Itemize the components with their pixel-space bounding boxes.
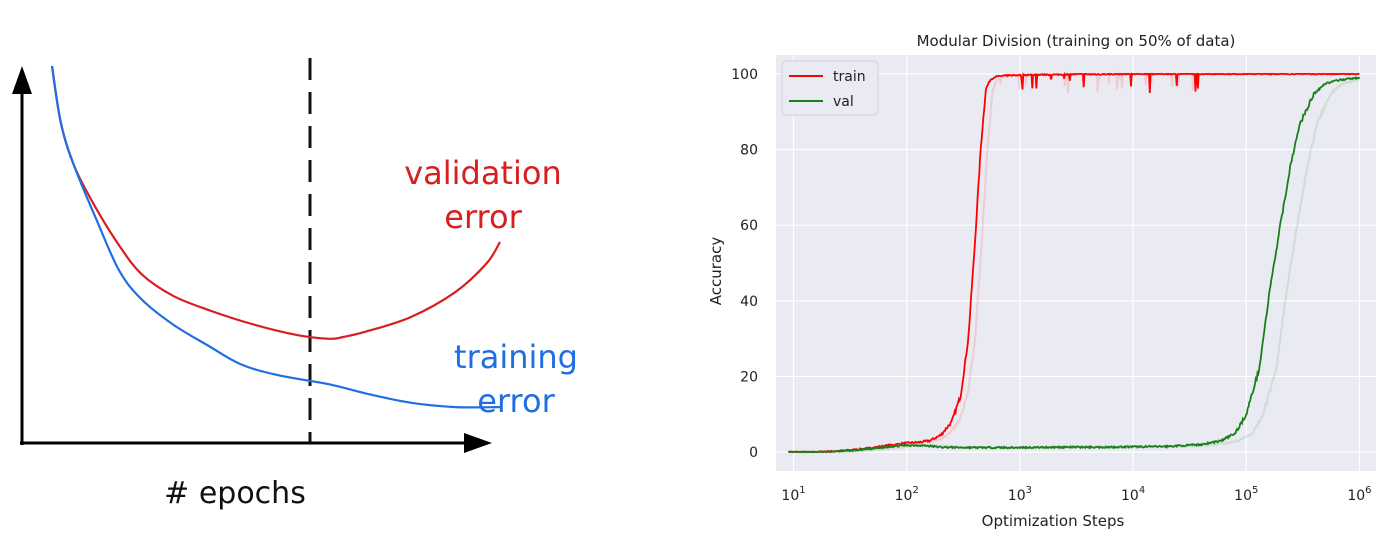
y-tick-label: 40 [740,294,758,310]
val-line [788,76,1361,454]
validation-error-label-line2: error [444,198,522,236]
x-tick-label: 101 [781,485,805,504]
y-tick-label: 0 [749,445,758,461]
y-tick-label: 80 [740,143,758,159]
modular-division-accuracy-chart: Modular Division (training on 50% of dat… [707,32,1376,530]
plot-background [776,55,1376,471]
left-x-axis-label: # epochs [164,476,306,511]
x-tick-label: 104 [1121,485,1145,504]
right-x-axis-label: Optimization Steps [982,512,1125,530]
y-tick-labels: 0 20 40 60 80 100 [731,67,758,461]
training-error-label-line2: error [477,382,555,420]
training-validation-error-chart: validation error training error # epochs [12,58,578,511]
x-tick-labels: 101 102 103 104 105 106 [781,485,1371,504]
left-axes [12,66,492,453]
left-x-axis-arrowhead [464,433,492,453]
series-lines [787,71,1361,454]
training-error-label-line1: training [454,338,578,376]
grid-lines [776,55,1376,471]
legend: train val [781,60,879,116]
x-tick-label: 106 [1347,485,1371,504]
left-y-axis-arrowhead [12,66,32,94]
legend-val-label: val [833,94,854,110]
right-chart-title: Modular Division (training on 50% of dat… [917,32,1236,50]
y-tick-label: 100 [731,67,758,83]
right-y-axis-label: Accuracy [707,237,725,306]
legend-train-label: train [833,69,866,85]
y-tick-label: 20 [740,369,758,385]
validation-error-label-line1: validation [404,154,562,192]
training-error-curve [50,65,501,409]
y-tick-label: 60 [740,218,758,234]
validation-error-curve [50,65,501,340]
x-tick-label: 105 [1234,485,1258,504]
x-tick-label: 103 [1008,485,1032,504]
x-tick-label: 102 [895,485,919,504]
